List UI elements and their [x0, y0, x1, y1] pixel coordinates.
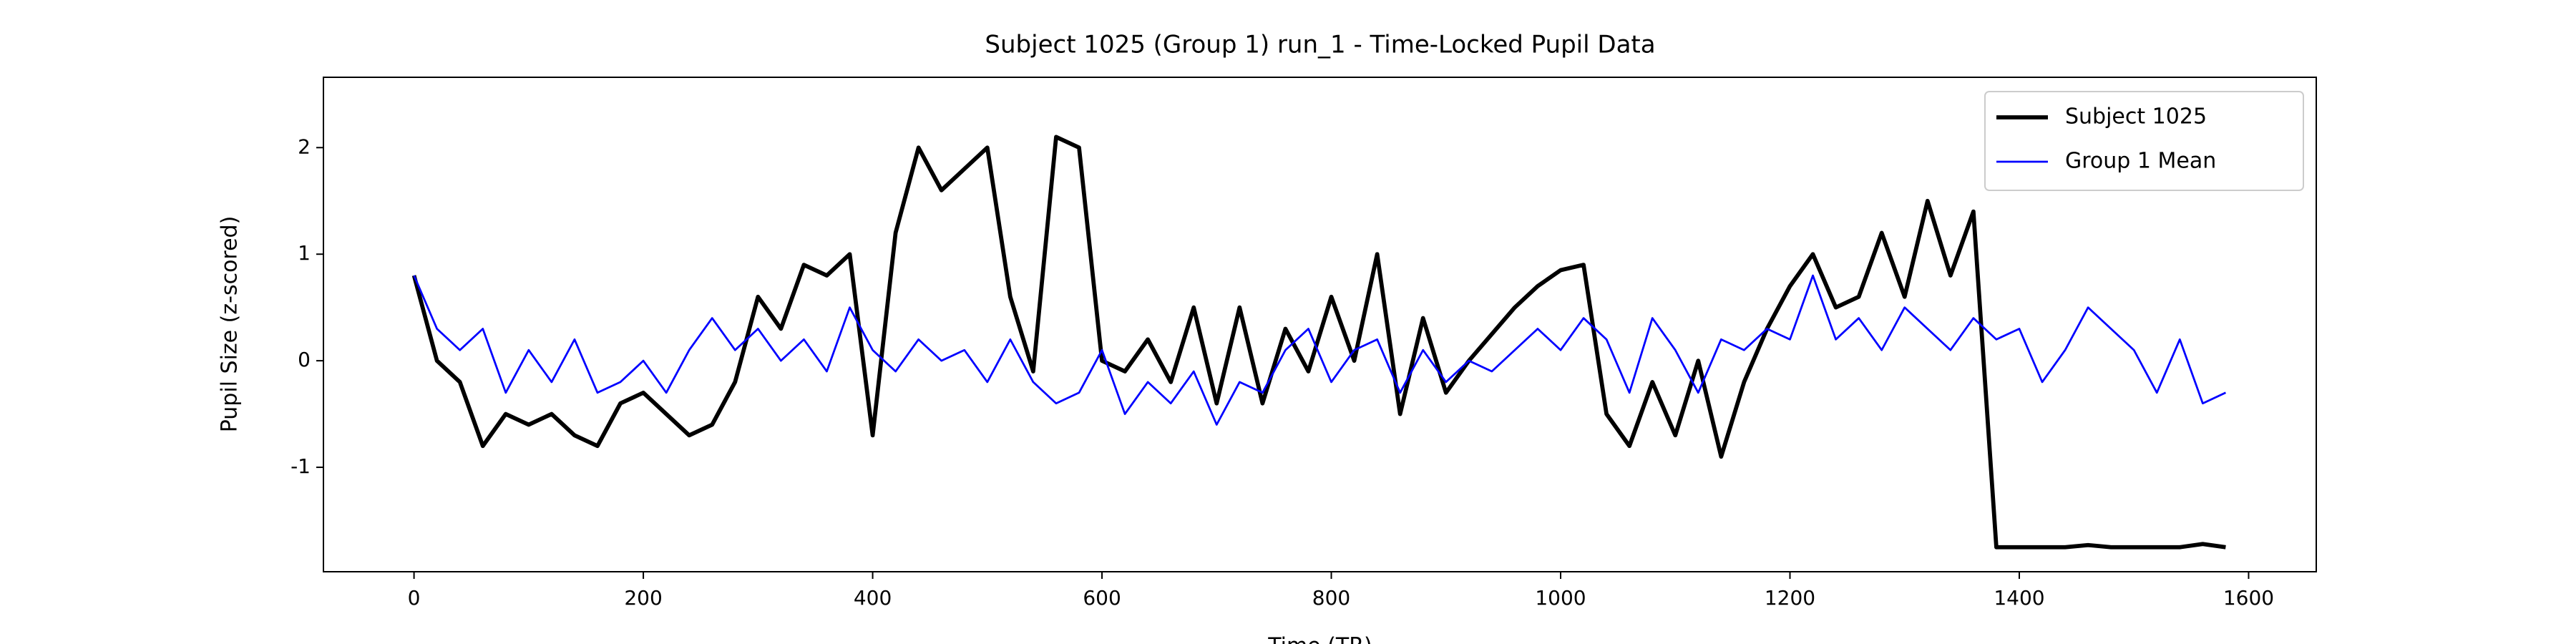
legend-box — [1984, 91, 2304, 191]
x-axis-label: Time (TR) — [1267, 634, 1372, 644]
x-tick-label: 0 — [408, 586, 421, 610]
plot-frame — [323, 77, 2317, 572]
x-tick-label: 200 — [624, 586, 662, 610]
legend-label: Subject 1025 — [2065, 104, 2207, 130]
y-tick-label: 0 — [298, 348, 311, 371]
x-tick-label: 600 — [1083, 586, 1121, 610]
y-tick-label: 1 — [298, 241, 311, 265]
x-tick-label: 400 — [854, 586, 892, 610]
x-tick-label: 1600 — [2223, 586, 2274, 610]
x-tick-label: 1400 — [1994, 586, 2044, 610]
x-tick-label: 1200 — [1765, 586, 1815, 610]
series-line — [411, 135, 2226, 550]
y-tick-label: -1 — [291, 454, 311, 478]
y-tick-label: 2 — [298, 135, 311, 158]
legend-label: Group 1 Mean — [2065, 149, 2216, 174]
x-tick-label: 800 — [1312, 586, 1350, 610]
chart-title: Subject 1025 (Group 1) run_1 - Time-Lock… — [985, 31, 1655, 59]
x-tick-label: 1000 — [1535, 586, 1586, 610]
series-line — [413, 274, 2226, 426]
y-axis-label: Pupil Size (z-scored) — [218, 216, 243, 433]
